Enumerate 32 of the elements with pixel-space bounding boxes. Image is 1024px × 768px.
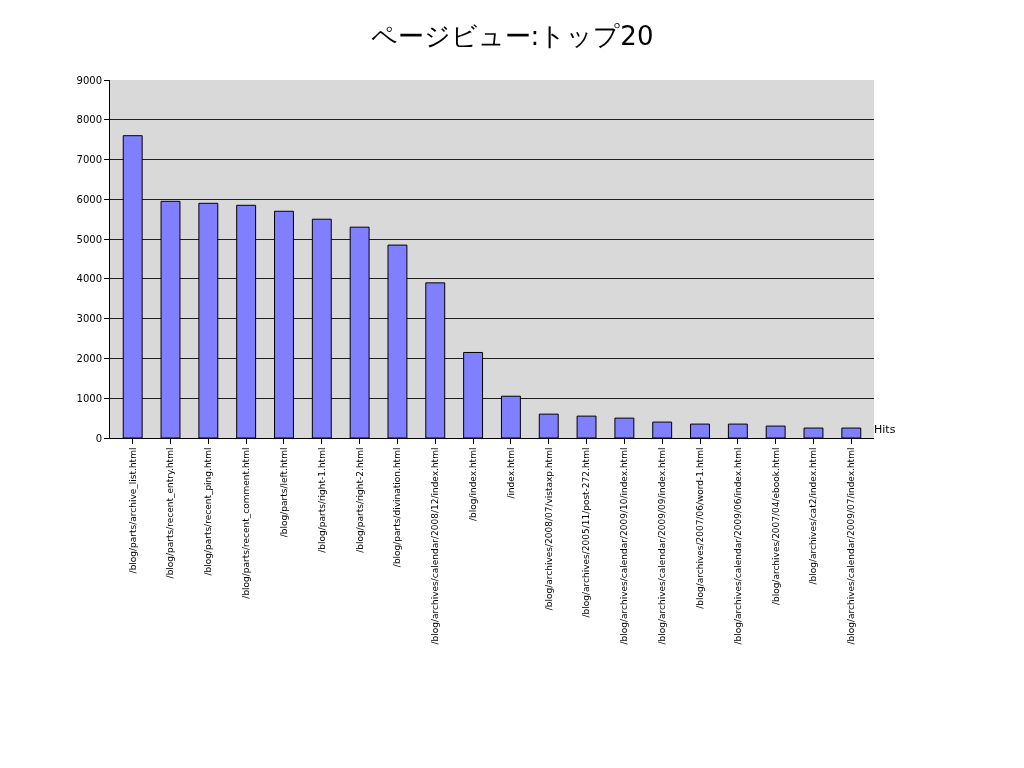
- y-tick-label: 8000: [76, 114, 102, 126]
- x-tick-label: /blog/parts/recent_entry.html: [165, 447, 176, 579]
- x-tick-label: /blog/index.html: [468, 447, 479, 522]
- x-tick-label: /blog/archives/2008/07/vistaxp.html: [543, 447, 554, 611]
- x-tick-label: /blog/archives/calendar/2009/07/index.html: [846, 447, 857, 645]
- y-tick-label: 7000: [76, 154, 102, 166]
- x-tick-label: /blog/parts/right-2.html: [354, 447, 365, 553]
- x-tick-label: /blog/parts/archive_list.html: [127, 447, 138, 574]
- x-tick-label: /index.html: [505, 447, 516, 499]
- x-tick-label: /blog/parts/recent_ping.html: [203, 447, 214, 576]
- y-tick-label: 2000: [76, 352, 102, 364]
- x-tick-label: /blog/archives/calendar/2009/09/index.html: [657, 447, 668, 645]
- x-tick-label: /blog/parts/left.html: [278, 447, 289, 538]
- x-tick-label: /blog/archives/2007/04/ebook.html: [770, 447, 781, 606]
- x-tick-label: /blog/parts/divination.html: [392, 447, 403, 568]
- y-tick-label: 9000: [76, 74, 102, 86]
- x-tick-label: /blog/archives/2005/11/post-272.html: [581, 447, 592, 618]
- y-tick-label: 3000: [76, 313, 102, 325]
- series-label: Hits: [874, 423, 896, 436]
- y-tick-label: 4000: [76, 273, 102, 285]
- x-tick-label: /blog/parts/right-1.html: [316, 447, 327, 553]
- y-tick-label: 6000: [76, 193, 102, 205]
- x-tick-label: /blog/archives/calendar/2009/06/index.html: [732, 447, 743, 645]
- y-tick-label: 1000: [76, 392, 102, 404]
- x-tick-label: /blog/parts/recent_comment.html: [241, 447, 252, 599]
- x-tick-label: /blog/archives/calendar/2009/10/index.html: [619, 447, 630, 645]
- y-tick-label: 0: [95, 432, 102, 444]
- x-tick-label: /blog/archives/cat2/index.html: [808, 447, 819, 585]
- x-tick-label: /blog/archives/calendar/2008/12/index.html: [430, 447, 441, 645]
- chart-title: ページビュー:トップ20: [370, 21, 654, 52]
- y-tick-label: 5000: [76, 233, 102, 245]
- x-tick-label: /blog/archives/2007/06/word-1.html: [694, 447, 705, 609]
